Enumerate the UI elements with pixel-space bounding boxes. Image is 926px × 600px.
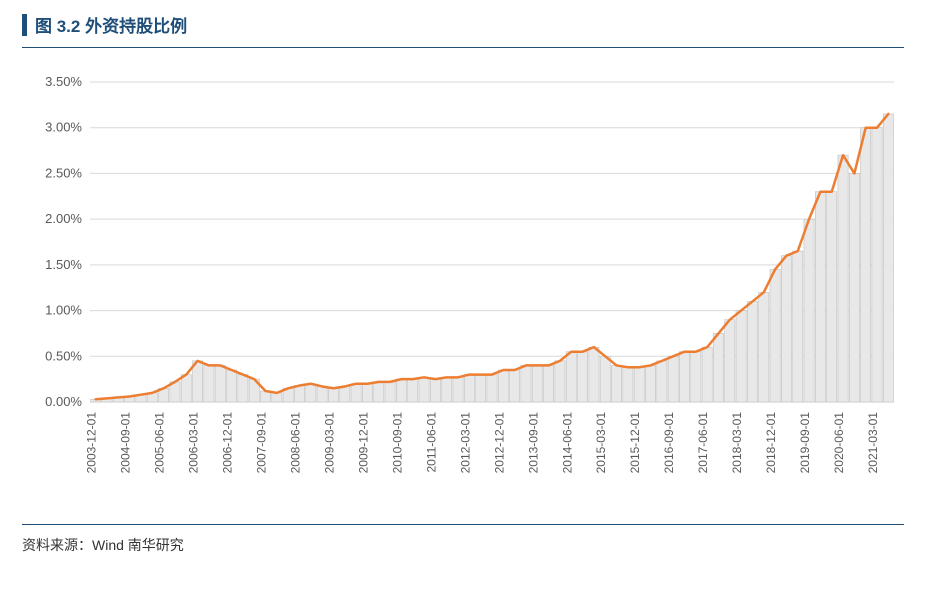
svg-text:2015-03-01: 2015-03-01 <box>594 412 608 474</box>
bar <box>487 375 497 402</box>
bar <box>362 384 372 402</box>
bar <box>226 370 236 402</box>
bar <box>872 128 882 402</box>
svg-text:2017-06-01: 2017-06-01 <box>696 412 710 474</box>
bar <box>883 114 893 402</box>
bar <box>623 367 633 402</box>
bar <box>589 347 599 402</box>
bar <box>532 365 542 402</box>
bar <box>396 379 406 402</box>
svg-text:2020-06-01: 2020-06-01 <box>832 412 846 474</box>
svg-text:2009-03-01: 2009-03-01 <box>322 412 336 474</box>
bar <box>657 361 667 402</box>
svg-text:2010-09-01: 2010-09-01 <box>390 412 404 474</box>
combo-chart-svg: 0.00% 0.50% 1.00% 1.50% 2.00% 2.50% 3.00% 3.50%… <box>22 52 904 522</box>
bar <box>238 375 248 402</box>
bar <box>328 388 338 402</box>
svg-text:2018-03-01: 2018-03-01 <box>730 412 744 474</box>
bar <box>645 365 655 402</box>
bar <box>600 356 610 402</box>
bottom-rule <box>22 524 904 525</box>
svg-text:2018-12-01: 2018-12-01 <box>764 412 778 474</box>
svg-text:2004-09-01: 2004-09-01 <box>119 412 133 474</box>
bar <box>181 375 191 402</box>
top-rule <box>22 47 904 48</box>
svg-text:2.50%: 2.50% <box>45 165 82 180</box>
bar <box>702 347 712 402</box>
svg-text:2019-09-01: 2019-09-01 <box>798 412 812 474</box>
bar <box>374 382 384 402</box>
svg-text:2006-12-01: 2006-12-01 <box>221 412 235 474</box>
bar <box>815 192 825 402</box>
bar <box>691 352 701 402</box>
svg-text:2007-09-01: 2007-09-01 <box>255 412 269 474</box>
svg-text:0.50%: 0.50% <box>45 348 82 363</box>
bar <box>294 386 304 402</box>
svg-text:2008-06-01: 2008-06-01 <box>288 412 302 474</box>
bar <box>747 301 757 402</box>
svg-text:2012-03-01: 2012-03-01 <box>458 412 472 474</box>
bar <box>464 375 474 402</box>
svg-text:2021-03-01: 2021-03-01 <box>866 412 880 474</box>
bar <box>736 311 746 402</box>
svg-text:1.00%: 1.00% <box>45 303 82 318</box>
bar <box>498 370 508 402</box>
bar <box>453 377 463 402</box>
bar <box>793 251 803 402</box>
svg-text:2016-09-01: 2016-09-01 <box>662 412 676 474</box>
bar <box>577 352 587 402</box>
svg-text:3.50%: 3.50% <box>45 74 82 89</box>
bar <box>861 128 871 402</box>
svg-text:2006-03-01: 2006-03-01 <box>187 412 201 474</box>
bar <box>306 384 316 402</box>
bar <box>408 379 418 402</box>
bar <box>340 386 350 402</box>
bar <box>204 365 214 402</box>
svg-text:2011-06-01: 2011-06-01 <box>424 412 438 473</box>
bar <box>713 333 723 402</box>
bar <box>759 292 769 402</box>
svg-text:2003-12-01: 2003-12-01 <box>85 412 99 474</box>
bar <box>442 377 452 402</box>
bar <box>555 361 565 402</box>
bar <box>351 384 361 402</box>
svg-text:2009-12-01: 2009-12-01 <box>356 412 370 474</box>
svg-text:2015-12-01: 2015-12-01 <box>628 412 642 474</box>
bar <box>215 365 225 402</box>
svg-text:2.00%: 2.00% <box>45 211 82 226</box>
source-label: 资料来源：Wind 南华研究 <box>22 535 904 555</box>
bar <box>419 377 429 402</box>
bar <box>272 393 282 402</box>
bar <box>827 192 837 402</box>
bar <box>430 379 440 402</box>
bar <box>838 155 848 402</box>
bar <box>385 382 395 402</box>
bar <box>634 367 644 402</box>
svg-text:2014-06-01: 2014-06-01 <box>560 412 574 474</box>
figure-title: 图 3.2 外资持股比例 <box>35 12 187 37</box>
bar <box>510 370 520 402</box>
bar <box>770 269 780 402</box>
bar <box>544 365 554 402</box>
bar <box>725 320 735 402</box>
bar <box>521 365 531 402</box>
chart-area: 0.00% 0.50% 1.00% 1.50% 2.00% 2.50% 3.00% 3.50%… <box>22 52 904 522</box>
svg-text:1.50%: 1.50% <box>45 257 82 272</box>
svg-text:2005-06-01: 2005-06-01 <box>153 412 167 474</box>
bar <box>849 173 859 402</box>
bar <box>679 352 689 402</box>
bar <box>611 365 621 402</box>
bar <box>317 386 327 402</box>
title-accent-bar <box>22 14 27 36</box>
bar <box>804 219 814 402</box>
bar <box>781 256 791 402</box>
bar <box>566 352 576 402</box>
svg-text:2012-12-01: 2012-12-01 <box>492 412 506 474</box>
figure-title-row: 图 3.2 外资持股比例 <box>22 12 904 37</box>
bar <box>668 356 678 402</box>
bar <box>476 375 486 402</box>
svg-text:2013-09-01: 2013-09-01 <box>526 412 540 474</box>
svg-text:0.00%: 0.00% <box>45 394 82 409</box>
svg-text:3.00%: 3.00% <box>45 120 82 135</box>
